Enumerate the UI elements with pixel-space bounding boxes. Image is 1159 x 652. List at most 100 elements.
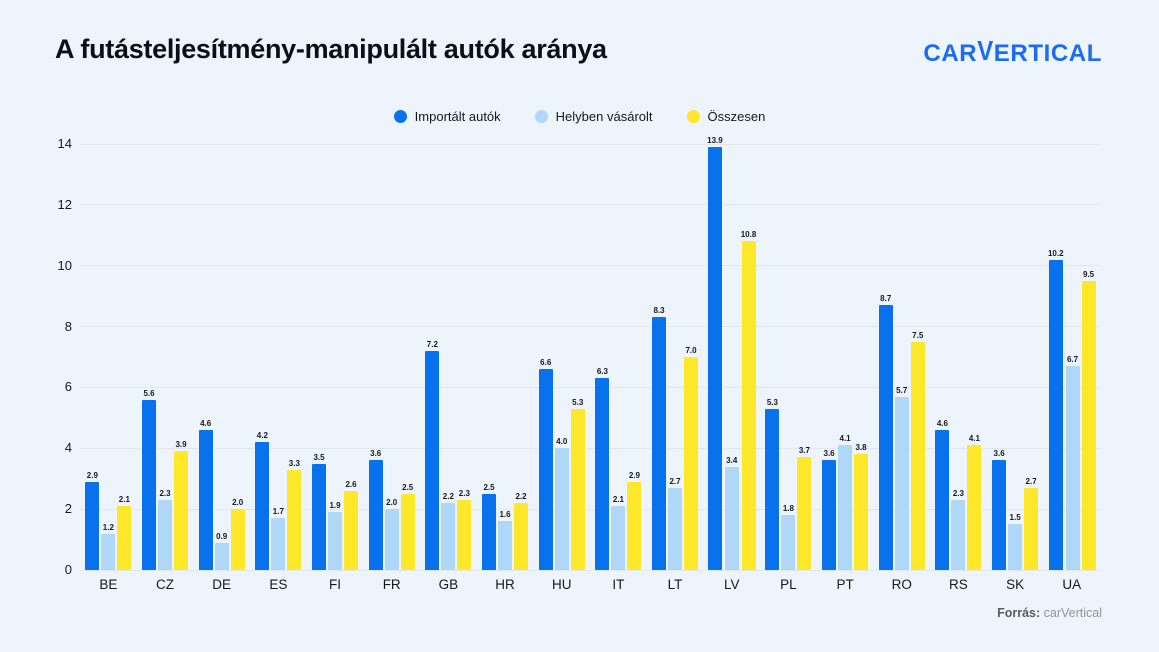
bar-column: 2.2 [441,492,456,570]
bar-column: 2.5 [482,483,497,570]
bar-value-label: 1.2 [102,522,114,532]
header: A futásteljesítmény-manipulált autók ará… [55,34,1102,68]
legend-dot-imported-icon [393,110,407,123]
bar-total-hu [570,408,585,570]
bar-value-label: 2.9 [628,470,640,480]
bar-total-de [230,509,245,570]
bar-imported-cz [142,399,156,570]
legend-label-local: Helyben vásárolt [555,109,653,124]
bar-column: 10.8 [741,230,756,570]
bar-value-label: 4.6 [200,419,212,429]
gridline [80,569,1100,571]
bar-imported-es [255,442,270,570]
bar-value-label: 7.0 [685,346,697,355]
bar-value-label: 2.0 [386,498,398,508]
bars: 10.2 6.7 9.5 [1048,144,1096,570]
bar-column: 1.9 [328,501,343,570]
bar-total-fi [344,490,359,570]
gridline [80,265,1100,267]
bar-column: 1.2 [101,522,116,570]
bar-column: 4.0 [554,437,569,570]
bar-local-rs [951,500,966,570]
x-axis-label-ua: UA [1062,577,1082,592]
legend-label-total: Összesen [707,109,766,124]
bar-imported-pt [822,460,837,570]
bar-local-hr [498,521,513,570]
bar-local-it [611,506,626,570]
bar-value-label: 2.0 [232,498,244,508]
y-axis-tick-label: 4 [64,440,72,456]
bar-group-pl: 5.3 1.8 3.7 PL [760,144,817,592]
bar-total-lv [741,241,756,570]
bar-total-lt [684,357,699,570]
logo-checkmark-v: V [977,35,994,67]
x-axis-label-sk: SK [1006,577,1025,592]
bar-column: 9.5 [1081,269,1096,570]
bar-total-hr [514,503,529,570]
bars: 13.9 3.4 10.8 [707,136,756,570]
y-axis-tick-label: 6 [64,379,72,395]
bar-imported-be [85,481,100,570]
bar-local-be [101,533,116,570]
bar-column: 2.9 [85,471,100,570]
bar-value-label: 9.5 [1082,269,1095,279]
bars: 3.6 4.1 3.8 [822,144,869,570]
x-axis-label-lt: LT [667,577,683,592]
bar-local-cz [158,500,172,570]
bar-value-label: 2.7 [1025,476,1037,486]
bar-value-label: 2.6 [345,479,357,489]
bars: 2.5 1.6 2.2 [482,144,529,570]
bar-total-it [627,481,642,570]
bars: 3.5 1.9 2.6 [312,144,359,570]
bar-value-label: 6.6 [540,358,552,368]
bar-local-ro [894,396,909,570]
bar-imported-de [198,430,213,570]
bar-local-lt [668,487,683,570]
bar-column: 5.3 [765,398,780,570]
bar-column: 2.0 [384,498,399,570]
bar-group-be: 2.9 1.2 2.1 BE [80,144,137,592]
bar-value-label: 4.6 [936,419,948,429]
x-axis-label-hu: HU [551,577,572,592]
bar-imported-hu [538,369,553,570]
bar-column: 2.3 [457,489,472,570]
bar-total-ro [910,341,925,570]
bar-group-cz: 5.6 2.3 3.9 CZ [137,144,194,592]
gridline [80,204,1100,206]
bar-local-es [271,518,286,570]
bar-column: 2.7 [668,477,683,570]
x-axis-label-lv: LV [723,577,740,592]
plot-area: 0 2 4 6 8 10 12 14 2.9 1.2 2.1 BE 5.6 2.3 3.9 CZ 4.6 0.9 2… [58,136,1100,592]
bar-column: 2.5 [400,483,415,570]
bar-imported-rs [935,430,950,570]
x-axis-label-fr: FR [382,577,401,592]
bar-column: 0.9 [214,532,229,570]
bar-value-label: 4.1 [839,434,851,444]
bar-value-label: 5.7 [896,385,908,395]
bar-group-hu: 6.6 4.0 5.3 HU [533,144,590,592]
legend-dot-total-icon [686,110,700,123]
bar-column: 4.2 [255,431,270,570]
bar-column: 5.3 [570,398,585,570]
bar-value-label: 4.1 [968,434,980,444]
bar-column: 4.1 [838,434,853,570]
bar-column: 2.3 [158,489,172,570]
bar-total-es [287,469,302,570]
bar-column: 7.2 [425,339,440,570]
bar-column: 4.6 [198,419,213,570]
bar-value-label: 3.6 [993,449,1005,459]
legend-item-total: Összesen [686,109,766,124]
bar-value-label: 8.7 [880,294,892,304]
bar-column: 4.6 [935,419,950,570]
bar-column: 2.0 [230,498,245,570]
bar-imported-ua [1048,259,1063,570]
bar-imported-sk [992,460,1007,570]
bars: 5.6 2.3 3.9 [142,144,188,570]
bar-value-label: 3.5 [313,452,325,462]
bar-group-lt: 8.3 2.7 7.0 LT [647,144,704,592]
x-axis-label-pt: PT [836,577,854,592]
bar-value-label: 7.2 [426,339,438,349]
bar-column: 6.7 [1065,355,1080,570]
x-axis-label-de: DE [212,577,232,592]
bar-column: 3.6 [822,449,837,570]
